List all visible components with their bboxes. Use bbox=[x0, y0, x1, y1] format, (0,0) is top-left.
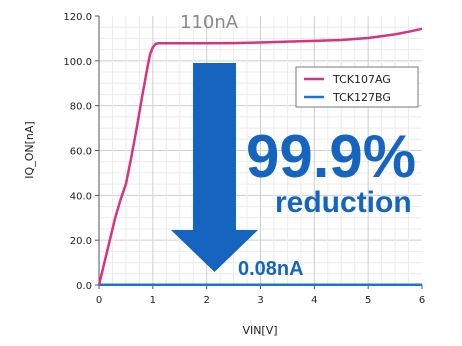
x-tick-label: 1 bbox=[150, 295, 156, 306]
legend-label-tck127bg: TCK127BG bbox=[332, 91, 391, 104]
y-tick-label: 80.0 bbox=[70, 102, 92, 113]
series-line-tck107ag bbox=[97, 27, 423, 286]
reduction-annotation: reduction bbox=[275, 186, 412, 219]
y-tick-label: 20.0 bbox=[70, 236, 92, 247]
y-tick-label: 0.0 bbox=[76, 281, 92, 292]
x-tick-label: 3 bbox=[257, 295, 263, 306]
percent-annotation: 99.9% bbox=[246, 123, 416, 190]
low-value-annotation: 0.08nA bbox=[238, 258, 304, 280]
down-arrow bbox=[171, 63, 258, 272]
x-axis-label: VIN[V] bbox=[242, 324, 277, 337]
y-axis-label: IQ_ON[nA] bbox=[23, 121, 36, 178]
peak-annotation: 110nA bbox=[180, 12, 239, 33]
x-tick-labels: 0 1 2 3 4 5 6 bbox=[96, 285, 425, 306]
y-tick-label: 120.0 bbox=[63, 12, 92, 23]
y-tick-label: 40.0 bbox=[70, 191, 92, 202]
y-tick-label: 60.0 bbox=[70, 147, 92, 158]
y-tick-label: 100.0 bbox=[63, 57, 92, 68]
grid bbox=[99, 16, 422, 285]
legend-box bbox=[295, 66, 419, 108]
x-tick-label: 2 bbox=[203, 295, 209, 306]
x-tick-label: 6 bbox=[419, 295, 425, 306]
legend-label-tck107ag: TCK107AG bbox=[332, 73, 391, 86]
x-tick-label: 4 bbox=[311, 295, 317, 306]
legend: TCK107AG TCK127BG bbox=[295, 66, 419, 108]
x-tick-label: 0 bbox=[96, 295, 102, 306]
x-tick-label: 5 bbox=[365, 295, 371, 306]
y-tick-labels: 0.0 20.0 40.0 60.0 80.0 100.0 120.0 bbox=[63, 12, 99, 292]
series bbox=[97, 27, 423, 287]
